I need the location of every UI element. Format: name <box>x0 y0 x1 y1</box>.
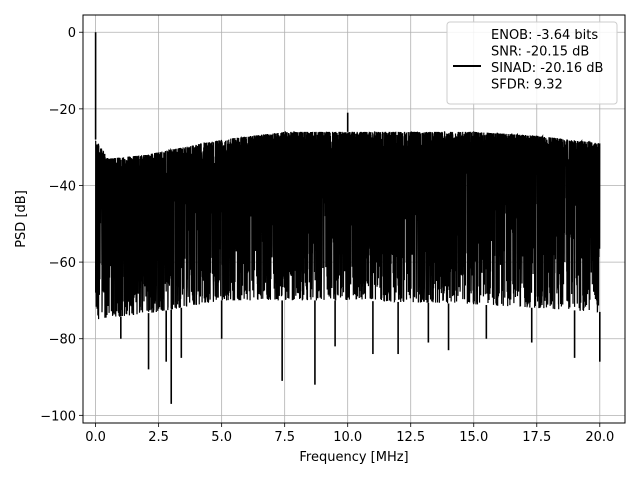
x-tick-label: 17.5 <box>522 430 551 445</box>
x-tick-label: 5.0 <box>211 430 232 445</box>
legend-entry-line: SNR: -20.15 dB <box>491 45 589 60</box>
x-tick-label: 2.5 <box>148 430 169 445</box>
x-axis-ticks: 0.0 2.5 5.0 7.5 10.0 12.5 15.0 17.5 20.0 <box>85 423 614 445</box>
x-tick-label: 15.0 <box>459 430 488 445</box>
legend-box <box>446 21 618 105</box>
y-tick-label: −60 <box>49 256 76 271</box>
y-tick-label: −20 <box>49 103 76 118</box>
y-tick-label: 0 <box>68 26 76 41</box>
psd-series-line <box>94 32 601 404</box>
y-tick-label: −40 <box>49 179 76 194</box>
x-tick-label: 12.5 <box>396 430 425 445</box>
plot-frame <box>82 14 626 424</box>
x-tick-label: 7.5 <box>274 430 295 445</box>
y-tick-label: −80 <box>49 333 76 348</box>
legend-entry-line: ENOB: -3.64 bits <box>491 28 598 43</box>
y-axis-label: PSD [dB] <box>14 190 29 248</box>
x-axis-label: Frequency [MHz] <box>299 450 408 465</box>
y-tick-label: −100 <box>40 409 76 424</box>
x-tick-label: 20.0 <box>585 430 614 445</box>
x-tick-label: 0.0 <box>85 430 106 445</box>
y-axis-ticks: 0 −20 −40 −60 −80 −100 <box>40 26 83 424</box>
legend-entry-line: SINAD: -20.16 dB <box>491 61 603 76</box>
legend-entry-line: SFDR: 9.32 <box>491 78 563 93</box>
psd-noise-trace <box>95 130 601 320</box>
x-tick-label: 10.0 <box>333 430 362 445</box>
